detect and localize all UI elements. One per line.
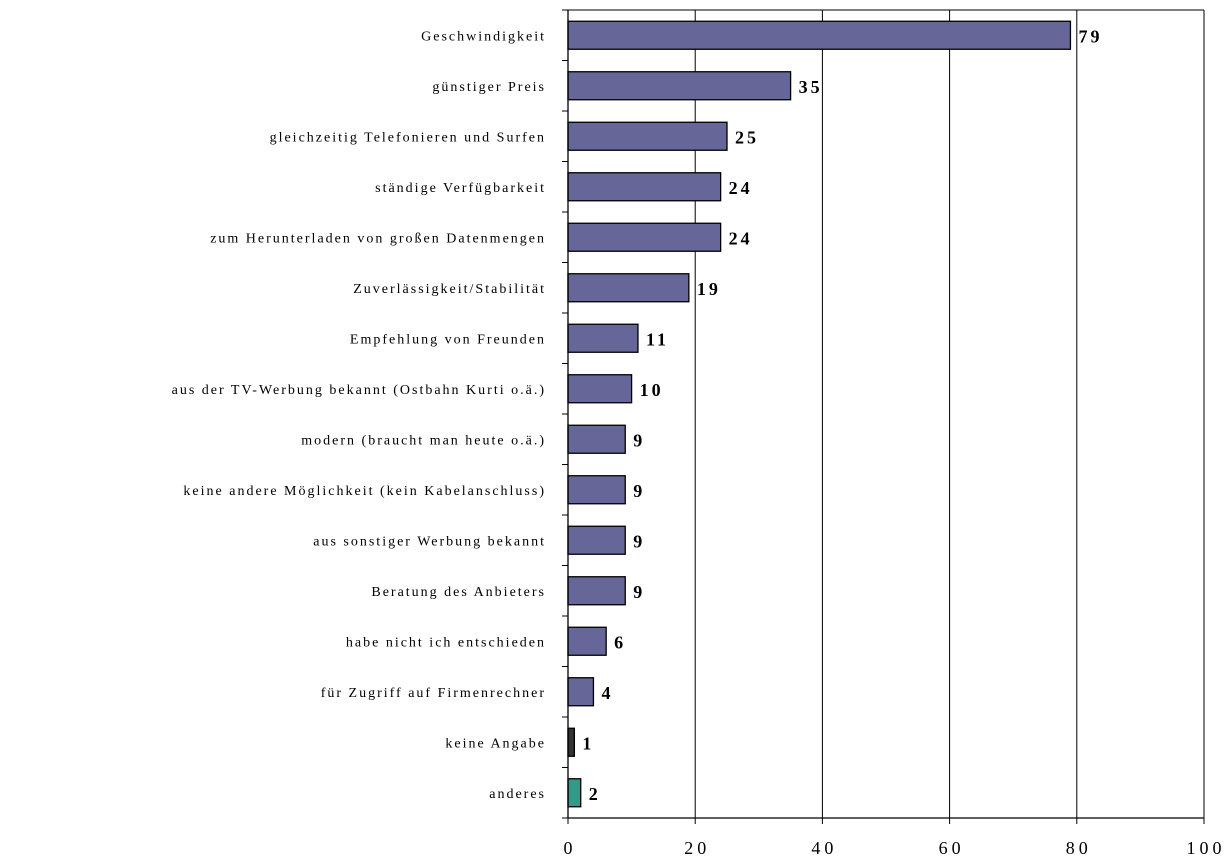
bar [567, 20, 1072, 50]
value-label: 9 [633, 531, 645, 551]
x-tick-label: 100 [1187, 838, 1226, 858]
category-label: habe nicht ich entschieden [346, 635, 546, 650]
x-tick-label: 60 [939, 838, 965, 858]
category-label: aus der TV-Werbung bekannt (Ostbahn Kurt… [172, 383, 546, 398]
bar [567, 778, 582, 808]
x-tick-labels: 0 20 40 60 80 100 [564, 838, 1226, 858]
category-labels: Geschwindigkeit günstiger Preis gleichzeit… [172, 29, 546, 802]
category-label: Zuverlässigkeit/Stabilität [353, 282, 546, 297]
value-label: 1 [582, 733, 594, 753]
value-label: 79 [1078, 26, 1102, 46]
category-label: keine Angabe [445, 736, 546, 751]
value-label: 10 [640, 380, 664, 400]
category-label: für Zugriff auf Firmenrechner [321, 686, 546, 701]
bar [567, 374, 633, 404]
category-label: Empfehlung von Freunden [350, 332, 546, 347]
value-label: 9 [633, 481, 645, 501]
bar [567, 525, 626, 555]
value-label: 24 [729, 178, 753, 198]
bar [567, 424, 626, 454]
category-label: keine andere Möglichkeit (kein Kabelansc… [183, 484, 546, 499]
value-label: 9 [633, 430, 645, 450]
bar [567, 71, 792, 101]
x-tick-label: 40 [811, 838, 837, 858]
bars [567, 20, 1072, 808]
value-label: 19 [697, 279, 721, 299]
value-labels: 79 35 25 24 24 19 11 10 9 9 9 9 6 4 1 2 [582, 26, 1102, 804]
category-label: aus sonstiger Werbung bekannt [313, 534, 546, 549]
value-label: 25 [735, 127, 759, 147]
category-label: günstiger Preis [432, 80, 546, 95]
bar [567, 172, 722, 202]
value-label: 6 [614, 632, 626, 652]
axes [562, 9, 1205, 824]
x-tick-label: 0 [564, 838, 577, 858]
x-tick-label: 20 [684, 838, 710, 858]
bar [567, 475, 626, 505]
value-label: 2 [589, 784, 601, 804]
bar [567, 727, 576, 757]
bar [567, 273, 690, 303]
bar [567, 576, 626, 606]
category-label: Beratung des Anbieters [371, 585, 546, 600]
value-label: 35 [799, 77, 823, 97]
bar [567, 626, 607, 656]
category-label: ständige Verfügbarkeit [375, 181, 546, 196]
category-label: anderes [489, 787, 546, 802]
category-label: gleichzeitig Telefonieren und Surfen [270, 130, 546, 145]
value-label: 4 [601, 683, 613, 703]
bar [567, 323, 639, 353]
value-label: 11 [646, 329, 669, 349]
value-label: 9 [633, 582, 645, 602]
bar [567, 121, 728, 151]
bar [567, 677, 595, 707]
category-label: modern (braucht man heute o.ä.) [301, 433, 546, 448]
category-label: zum Herunterladen von großen Datenmengen [210, 231, 546, 246]
bar [567, 222, 722, 252]
category-label: Geschwindigkeit [421, 29, 546, 44]
gridlines [568, 9, 1205, 818]
x-tick-label: 80 [1066, 838, 1092, 858]
value-label: 24 [729, 228, 753, 248]
